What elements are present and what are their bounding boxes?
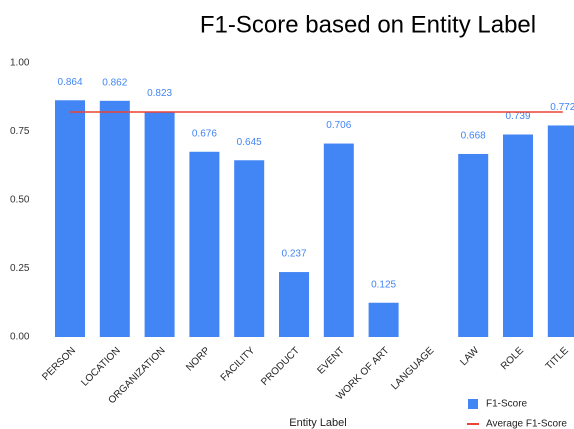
bar <box>368 302 399 337</box>
data-label: 0.237 <box>281 249 306 260</box>
bar <box>99 100 130 337</box>
bar <box>323 143 354 337</box>
bar <box>189 151 220 337</box>
bar <box>55 100 85 337</box>
y-tick-label: 0.00 <box>10 332 30 343</box>
x-tick-label: EVENT <box>315 345 346 376</box>
data-label: 0.668 <box>461 131 486 142</box>
bar <box>458 153 489 337</box>
y-tick-label: 0.75 <box>10 126 30 137</box>
x-tick-label: FACILITY <box>219 345 258 384</box>
data-label: 0.739 <box>505 111 530 122</box>
data-label: 0.823 <box>147 88 172 99</box>
x-tick-label: NORP <box>184 345 212 373</box>
legend-label: Average F1-Score <box>486 419 567 429</box>
data-label: 0.772 <box>550 102 574 113</box>
x-tick-label: LAW <box>458 345 481 368</box>
x-tick-label: PRODUCT <box>259 345 302 388</box>
y-tick-label: 0.25 <box>10 263 30 274</box>
legend-label: F1-Score <box>486 399 528 410</box>
data-label: 0.645 <box>237 137 262 148</box>
x-axis-label: Entity Label <box>289 417 346 429</box>
x-tick-label: LOCATION <box>79 345 122 388</box>
x-tick-label: LANGUAGE <box>389 345 436 392</box>
legend-swatch <box>468 399 478 409</box>
y-tick-label: 0.50 <box>10 195 30 206</box>
bar <box>279 272 309 337</box>
y-tick-label: 1.00 <box>10 58 30 69</box>
bar <box>144 111 175 337</box>
data-label: 0.125 <box>371 279 396 290</box>
data-label: 0.864 <box>57 77 82 88</box>
data-label: 0.862 <box>102 77 127 88</box>
bar <box>547 125 574 337</box>
data-label: 0.706 <box>326 120 351 131</box>
x-tick-label: TITLE <box>544 345 571 372</box>
x-tick-label: ROLE <box>499 345 526 372</box>
x-tick-label: PERSON <box>40 345 78 383</box>
chart-title: F1-Score based on Entity Label <box>200 11 536 38</box>
data-label: 0.676 <box>192 128 217 139</box>
bar <box>503 134 533 337</box>
bar <box>234 160 265 337</box>
